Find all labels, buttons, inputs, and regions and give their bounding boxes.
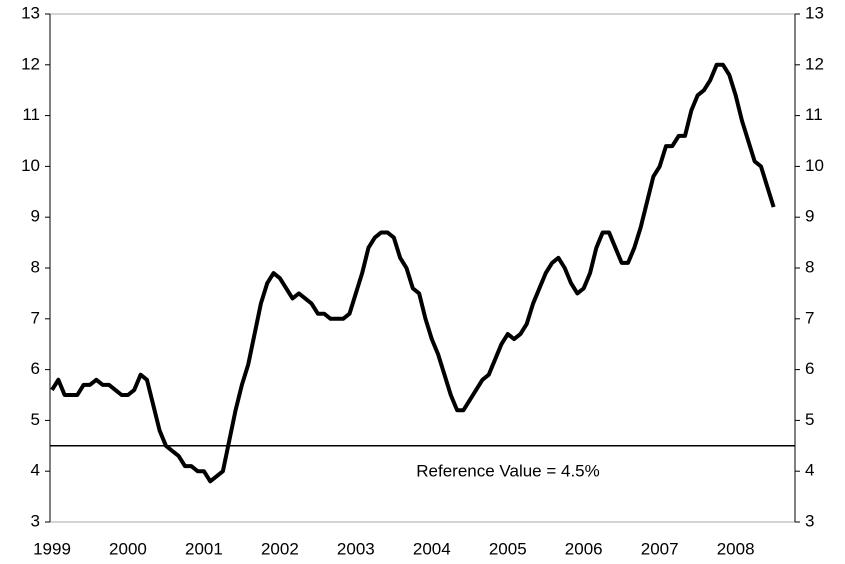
x-tick-label: 2003 [337, 539, 375, 558]
y-tick-label: 3 [31, 511, 40, 530]
y2-tick-label: 13 [805, 3, 824, 22]
y-tick-label: 9 [31, 207, 40, 226]
x-tick-label: 2004 [413, 539, 451, 558]
y-tick-label: 13 [21, 3, 40, 22]
x-tick-label: 2006 [565, 539, 603, 558]
x-tick-label: 2007 [641, 539, 679, 558]
x-tick-label: 1999 [33, 539, 71, 558]
y2-tick-label: 8 [805, 257, 814, 276]
y2-tick-label: 3 [805, 511, 814, 530]
y2-tick-label: 11 [805, 105, 823, 124]
y-tick-label: 7 [31, 308, 40, 327]
y-tick-label: 8 [31, 257, 40, 276]
y2-tick-label: 9 [805, 207, 814, 226]
y-tick-label: 10 [21, 156, 40, 175]
y-tick-label: 12 [21, 54, 40, 73]
x-tick-label: 2005 [489, 539, 527, 558]
y2-tick-label: 12 [805, 54, 824, 73]
x-tick-label: 2000 [109, 539, 147, 558]
y-tick-label: 4 [31, 461, 40, 480]
y2-tick-label: 10 [805, 156, 824, 175]
x-tick-label: 2008 [717, 539, 755, 558]
reference-label: Reference Value = 4.5% [416, 461, 600, 480]
x-tick-label: 2002 [261, 539, 299, 558]
y2-tick-label: 6 [805, 359, 814, 378]
y-tick-label: 11 [22, 105, 40, 124]
y2-tick-label: 4 [805, 461, 814, 480]
y-tick-label: 6 [31, 359, 40, 378]
data-line [50, 62, 776, 484]
x-tick-label: 2001 [185, 539, 223, 558]
y2-tick-label: 7 [805, 308, 814, 327]
y2-tick-label: 5 [805, 410, 814, 429]
y-tick-label: 5 [31, 410, 40, 429]
